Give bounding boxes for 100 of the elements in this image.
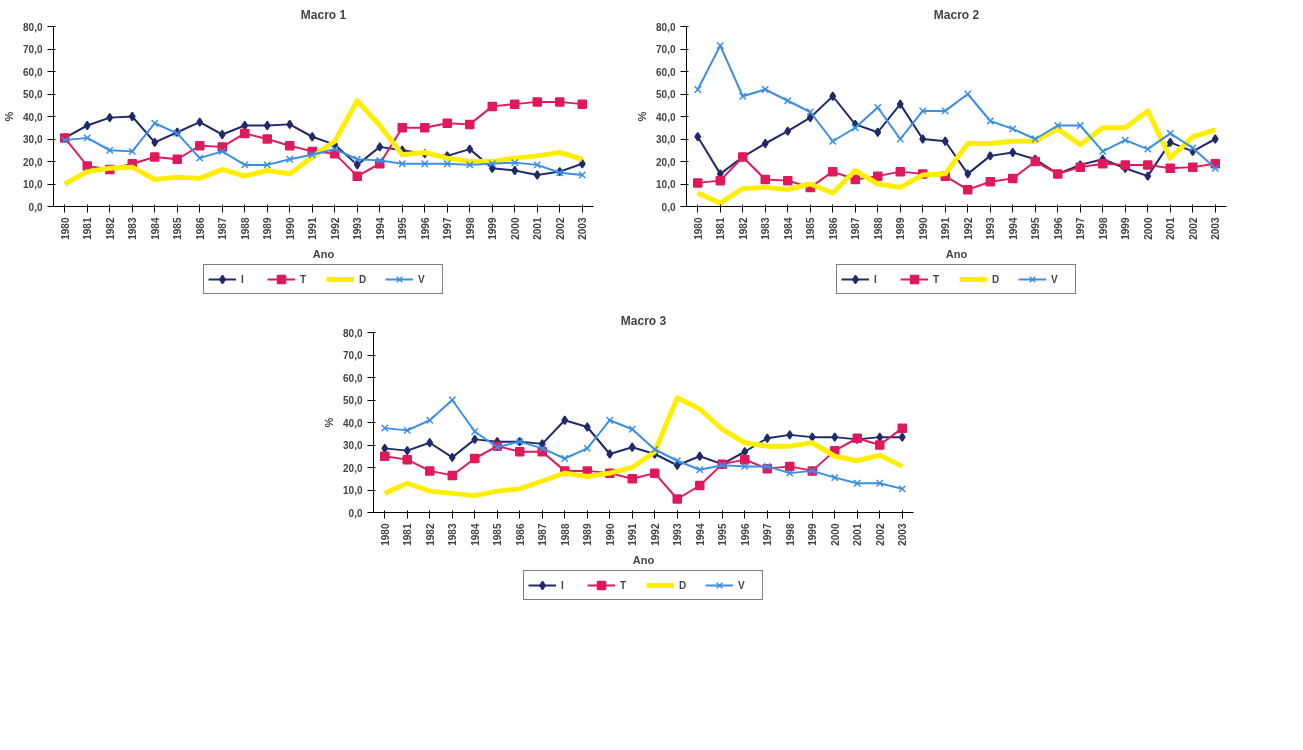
x-tick-label: 1992 xyxy=(329,217,341,240)
x-tick-label: 2000 xyxy=(829,523,841,546)
x-tick-label: 1984 xyxy=(782,217,794,240)
x-axis-title: Ano xyxy=(632,553,655,566)
x-tick-label: 1994 xyxy=(1007,217,1019,240)
legend-label: D xyxy=(359,273,368,285)
y-tick-label: 60,0 xyxy=(343,372,363,384)
y-tick-label: 0,0 xyxy=(28,201,43,213)
chart-title: Macro 2 xyxy=(933,7,980,22)
x-tick-label: 1988 xyxy=(239,217,251,240)
x-tick-label: 1990 xyxy=(917,217,929,240)
y-tick-label: 10,0 xyxy=(343,485,363,496)
legend-label: I xyxy=(561,579,565,591)
x-tick-label: 1991 xyxy=(627,523,639,546)
x-tick-label: 1997 xyxy=(442,217,454,240)
x-tick-label: 1991 xyxy=(940,217,952,240)
y-tick-label: 10,0 xyxy=(656,179,676,190)
x-tick-label: 2003 xyxy=(897,523,909,546)
x-tick-label: 2001 xyxy=(532,217,544,240)
y-axis-title: % xyxy=(323,417,336,428)
legend-label: V xyxy=(738,579,746,591)
x-tick-label: 1981 xyxy=(715,217,727,240)
x-tick-label: 1988 xyxy=(872,217,884,240)
x-tick-label: 1982 xyxy=(737,217,749,240)
y-axis-title: % xyxy=(3,111,16,122)
y-tick-label: 70,0 xyxy=(656,44,676,55)
y-tick-label: 50,0 xyxy=(343,395,363,406)
x-tick-label: 2002 xyxy=(874,523,886,546)
x-tick-label: 1997 xyxy=(762,523,774,546)
x-tick-label: 1989 xyxy=(262,217,274,240)
x-tick-label: 1993 xyxy=(352,217,364,240)
legend-label: V xyxy=(1051,273,1059,285)
x-tick-label: 2000 xyxy=(1142,217,1154,240)
y-tick-label: 40,0 xyxy=(656,111,676,123)
x-tick-label: 1998 xyxy=(464,217,476,240)
x-tick-label: 1996 xyxy=(419,217,431,240)
x-tick-label: 1983 xyxy=(760,217,772,240)
x-tick-label: 1998 xyxy=(1097,217,1109,240)
y-tick-label: 80,0 xyxy=(343,327,363,339)
x-tick-label: 1995 xyxy=(717,523,729,546)
legend-label: I xyxy=(874,273,878,285)
x-tick-label: 2003 xyxy=(577,217,589,240)
x-tick-label: 2001 xyxy=(852,523,864,546)
y-tick-label: 80,0 xyxy=(656,21,676,33)
legend-label: V xyxy=(418,273,426,285)
x-tick-label: 1981 xyxy=(402,523,414,546)
y-tick-label: 60,0 xyxy=(23,66,43,78)
legend-label: D xyxy=(679,579,688,591)
x-tick-label: 1987 xyxy=(537,523,549,546)
legend-label: T xyxy=(300,273,308,285)
y-tick-label: 40,0 xyxy=(23,111,43,123)
y-tick-label: 30,0 xyxy=(23,134,43,145)
y-tick-label: 50,0 xyxy=(656,89,676,100)
legend-label: D xyxy=(992,273,1001,285)
y-tick-label: 50,0 xyxy=(23,89,43,100)
x-tick-label: 1999 xyxy=(807,523,819,546)
x-tick-label: 1980 xyxy=(379,523,391,546)
legend-label: I xyxy=(241,273,245,285)
x-tick-label: 1991 xyxy=(307,217,319,240)
x-tick-label: 1998 xyxy=(784,523,796,546)
y-axis-title: % xyxy=(636,111,649,122)
x-tick-label: 1993 xyxy=(985,217,997,240)
x-tick-label: 1985 xyxy=(492,523,504,546)
x-tick-label: 1997 xyxy=(1075,217,1087,240)
y-tick-label: 20,0 xyxy=(23,156,43,168)
x-tick-label: 1986 xyxy=(514,523,526,546)
x-tick-label: 1990 xyxy=(604,523,616,546)
x-tick-label: 1983 xyxy=(447,523,459,546)
x-tick-label: 1995 xyxy=(397,217,409,240)
x-tick-label: 1989 xyxy=(895,217,907,240)
x-tick-label: 1993 xyxy=(672,523,684,546)
x-tick-label: 1990 xyxy=(284,217,296,240)
y-tick-label: 30,0 xyxy=(343,440,363,451)
x-tick-label: 2003 xyxy=(1210,217,1222,240)
x-tick-label: 1992 xyxy=(649,523,661,546)
x-tick-label: 1987 xyxy=(217,217,229,240)
x-tick-label: 1981 xyxy=(82,217,94,240)
x-tick-label: 1999 xyxy=(1120,217,1132,240)
x-tick-label: 1982 xyxy=(424,523,436,546)
x-tick-label: 2002 xyxy=(554,217,566,240)
x-tick-label: 2001 xyxy=(1165,217,1177,240)
y-tick-label: 30,0 xyxy=(656,134,676,145)
x-tick-label: 1988 xyxy=(559,523,571,546)
x-tick-label: 1996 xyxy=(739,523,751,546)
x-tick-label: 1996 xyxy=(1052,217,1064,240)
y-tick-label: 70,0 xyxy=(23,44,43,55)
x-tick-label: 1980 xyxy=(59,217,71,240)
legend-label: T xyxy=(620,579,628,591)
x-tick-label: 1985 xyxy=(805,217,817,240)
x-tick-label: 2000 xyxy=(509,217,521,240)
y-tick-label: 0,0 xyxy=(661,201,676,213)
x-tick-label: 2002 xyxy=(1187,217,1199,240)
x-tick-label: 1994 xyxy=(694,523,706,546)
x-tick-label: 1982 xyxy=(104,217,116,240)
chart-title: Macro 1 xyxy=(300,7,347,22)
y-tick-label: 10,0 xyxy=(23,179,43,190)
y-tick-label: 60,0 xyxy=(656,66,676,78)
x-tick-label: 1995 xyxy=(1030,217,1042,240)
x-tick-label: 1984 xyxy=(469,523,481,546)
x-tick-label: 1989 xyxy=(582,523,594,546)
